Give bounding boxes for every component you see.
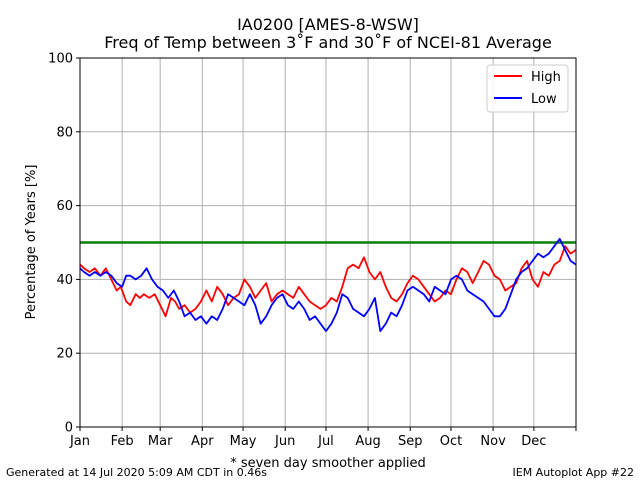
chart-title-line1: IA0200 [AMES-8-WSW] bbox=[237, 15, 419, 34]
x-tick-label: Jul bbox=[317, 434, 334, 449]
x-tick-label: Sep bbox=[398, 434, 423, 449]
chart-title-line2: Freq of Temp between 3˚F and 30˚F of NCE… bbox=[104, 33, 552, 52]
y-axis-ticks: 0 20 40 60 80 100 bbox=[48, 52, 80, 436]
x-tick-label: May bbox=[230, 434, 257, 449]
x-tick-label: Jun bbox=[274, 434, 295, 449]
x-tick-label: Aug bbox=[355, 434, 380, 449]
series-layer bbox=[79, 237, 577, 332]
x-tick-label: Nov bbox=[480, 434, 506, 449]
series-line-low bbox=[79, 237, 577, 332]
y-tick-label: 40 bbox=[56, 273, 73, 288]
x-tick-label: Mar bbox=[148, 434, 173, 449]
x-tick-label: Apr bbox=[191, 434, 214, 449]
y-tick-label: 100 bbox=[48, 52, 73, 67]
plot-area: Jan Feb Mar Apr May Jun Jul Aug Sep Oct Nov Dec 0 20… bbox=[48, 52, 577, 449]
y-tick-label: 0 bbox=[65, 421, 73, 436]
legend-label-low: Low bbox=[531, 92, 557, 107]
x-tick-label: Oct bbox=[440, 434, 462, 449]
x-axis-ticks: Jan Feb Mar Apr May Jun Jul Aug Sep Oct Nov Dec bbox=[69, 427, 577, 449]
legend: High Low bbox=[486, 64, 569, 113]
x-tick-label: Jan bbox=[69, 434, 90, 449]
x-tick-label: Feb bbox=[111, 434, 134, 449]
y-axis-label: Percentage of Years [%] bbox=[24, 165, 39, 320]
footer-generated-text: Generated at 14 Jul 2020 5:09 AM CDT in … bbox=[6, 466, 267, 479]
legend-label-high: High bbox=[531, 70, 561, 85]
y-tick-label: 60 bbox=[56, 199, 73, 214]
plot-frame bbox=[79, 57, 577, 428]
x-tick-label: Dec bbox=[521, 434, 546, 449]
y-tick-label: 20 bbox=[56, 347, 73, 362]
series-line-high bbox=[79, 245, 577, 318]
footer-app-text: IEM Autoplot App #22 bbox=[513, 466, 635, 479]
y-tick-label: 80 bbox=[56, 125, 73, 140]
x-axis-label: * seven day smoother applied bbox=[230, 456, 426, 471]
